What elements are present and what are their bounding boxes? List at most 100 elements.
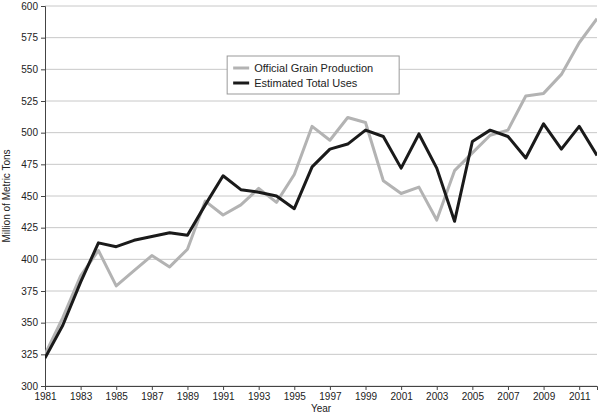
x-tick: 1995 xyxy=(284,386,307,402)
grid-line xyxy=(45,259,597,260)
y-tick-label: 475 xyxy=(21,159,38,170)
y-tick-label: 525 xyxy=(21,96,38,107)
x-tick-label: 1983 xyxy=(70,391,93,402)
x-tick-mark xyxy=(472,386,473,390)
x-tick: 1985 xyxy=(106,386,129,402)
grid-line xyxy=(45,291,597,292)
y-tick: 325 xyxy=(21,349,45,360)
chart: 3003253503754004254504755005255505756001… xyxy=(0,0,600,416)
x-axis-title: Year xyxy=(311,403,332,414)
x-tick: 2009 xyxy=(533,386,556,402)
x-tick-mark xyxy=(187,386,188,390)
legend-label: Estimated Total Uses xyxy=(254,77,358,89)
lines xyxy=(45,19,597,358)
x-tick-label: 1995 xyxy=(284,391,307,402)
x-tick: 2007 xyxy=(497,386,520,402)
grid-line xyxy=(45,227,597,228)
x-tick: 1981 xyxy=(34,386,57,402)
x-axis-line xyxy=(46,387,598,391)
legend-label: Official Grain Production xyxy=(254,62,373,74)
y-tick: 475 xyxy=(21,159,45,170)
x-tick-label: 2009 xyxy=(533,391,556,402)
series-line xyxy=(45,19,597,355)
x-tick-mark xyxy=(116,386,117,390)
x-tick-label: 2011 xyxy=(569,391,591,402)
x-tick-mark xyxy=(366,386,367,390)
y-tick-mark xyxy=(41,133,45,134)
y-tick-mark xyxy=(41,386,45,387)
x-tick-mark xyxy=(152,386,153,390)
x-tick-label: 1999 xyxy=(355,391,378,402)
y-tick: 400 xyxy=(21,254,45,265)
y-tick: 550 xyxy=(21,64,45,75)
x-tick-label: 2001 xyxy=(391,391,414,402)
x-tick: 2001 xyxy=(391,386,414,402)
y-tick: 500 xyxy=(21,127,45,138)
y-tick-mark xyxy=(41,259,45,260)
y-axis: 300325350375400425450475500525550575600 xyxy=(21,1,45,392)
x-tick: 1991 xyxy=(212,386,235,402)
x-tick: 2003 xyxy=(426,386,449,402)
x-tick: 2005 xyxy=(462,386,485,402)
y-tick-label: 375 xyxy=(21,286,38,297)
y-tick-label: 600 xyxy=(21,1,38,12)
x-tick-mark xyxy=(544,386,545,390)
y-tick: 300 xyxy=(21,381,45,392)
x-tick-label: 1997 xyxy=(319,391,342,402)
y-tick-mark xyxy=(41,291,45,292)
y-tick-mark xyxy=(41,164,45,165)
y-tick-mark xyxy=(41,69,45,70)
x-tick: 1997 xyxy=(319,386,342,402)
x-tick-mark xyxy=(401,386,402,390)
legend-box xyxy=(227,56,399,94)
x-tick-mark xyxy=(223,386,224,390)
plot: 3003253503754004254504755005255505756001… xyxy=(21,1,597,402)
y-tick: 350 xyxy=(21,317,45,328)
y-tick-label: 300 xyxy=(21,381,38,392)
x-tick-mark xyxy=(294,386,295,390)
y-tick: 525 xyxy=(21,96,45,107)
x-tick-label: 1989 xyxy=(177,391,200,402)
x-tick-label: 1991 xyxy=(212,391,235,402)
y-tick: 425 xyxy=(21,222,45,233)
y-tick-label: 350 xyxy=(21,317,38,328)
x-tick: 1987 xyxy=(141,386,164,402)
y-tick: 375 xyxy=(21,286,45,297)
y-tick-mark xyxy=(41,38,45,39)
y-tick-mark xyxy=(41,323,45,324)
y-axis-line xyxy=(41,7,46,387)
x-tick-label: 1981 xyxy=(34,391,57,402)
legend-swatch xyxy=(233,82,249,85)
y-tick-mark xyxy=(41,228,45,229)
y-axis-title: Million of Metric Tons xyxy=(1,149,12,242)
grid-line xyxy=(45,322,597,323)
y-tick-mark xyxy=(41,196,45,197)
y-tick: 600 xyxy=(21,1,45,12)
y-tick-label: 425 xyxy=(21,222,38,233)
grid xyxy=(45,6,597,386)
x-tick-label: 2003 xyxy=(426,391,449,402)
y-tick-mark xyxy=(41,6,45,7)
x-tick-label: 1993 xyxy=(248,391,271,402)
grid-line xyxy=(45,196,597,197)
y-tick-label: 450 xyxy=(21,191,38,202)
grid-line xyxy=(45,354,597,355)
x-tick: 1983 xyxy=(70,386,93,402)
x-tick-label: 1987 xyxy=(141,391,164,402)
grid-line xyxy=(45,6,597,7)
x-tick-label: 2007 xyxy=(497,391,520,402)
grid-line xyxy=(45,101,597,102)
legend: Official Grain Production Estimated Total… xyxy=(227,56,399,94)
x-tick-mark xyxy=(579,386,580,390)
legend-swatch xyxy=(233,67,249,70)
x-tick-mark xyxy=(330,386,331,390)
x-tick-mark xyxy=(437,386,438,390)
x-tick: 1999 xyxy=(355,386,378,402)
y-tick-label: 500 xyxy=(21,127,38,138)
x-tick-mark xyxy=(508,386,509,390)
y-tick-mark xyxy=(41,354,45,355)
x-tick-mark xyxy=(45,386,46,390)
grid-line xyxy=(45,37,597,38)
series-line xyxy=(45,124,597,358)
y-tick-label: 400 xyxy=(21,254,38,265)
